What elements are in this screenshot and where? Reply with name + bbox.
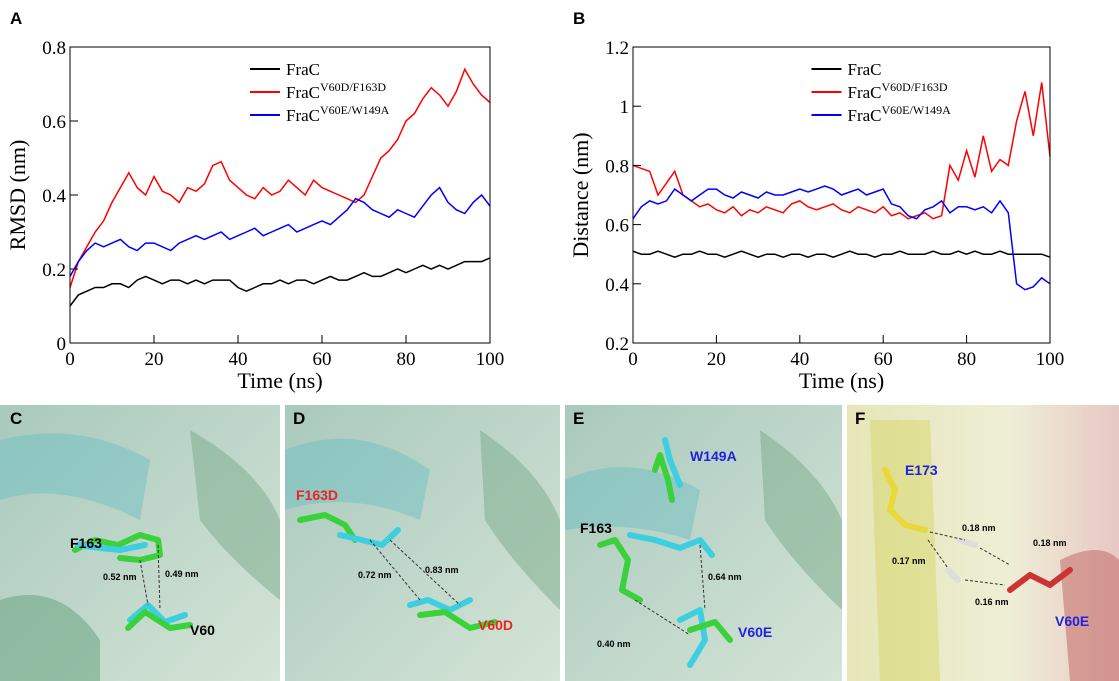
y-tick-label: 0.4 [42, 186, 66, 207]
y-tick-label: 0.6 [605, 216, 629, 237]
panel-label: C [10, 409, 22, 428]
panel-label: A [10, 9, 22, 28]
annotation: F163 [580, 520, 612, 536]
x-tick-label: 100 [476, 349, 505, 370]
y-axis-label: Distance (nm) [568, 132, 593, 257]
x-tick-label: 20 [145, 349, 164, 370]
annotation: 0.18 nm [1033, 538, 1067, 548]
annotation: V60 [190, 622, 215, 638]
annotation: V60E [1055, 613, 1089, 629]
annotation: V60E [738, 624, 772, 640]
legend-superscript: V60D/F163D [882, 80, 948, 94]
legend-label: FraCV60E/W149A [848, 103, 952, 125]
annotation: 0.18 nm [962, 523, 996, 533]
legend-label: FraCV60D/F163D [848, 80, 948, 102]
annotation: V60D [478, 617, 513, 633]
annotation: F163 [70, 535, 102, 551]
y-tick-label: 0.2 [42, 260, 66, 281]
chart: A 0 20 40 60 80 100 0 0.2 0.4 0.6 0.8 Time (ns) RMSD … [5, 9, 504, 393]
x-tick-label: 60 [874, 349, 893, 370]
line-series [632, 250, 1051, 258]
x-tick-label: 0 [65, 349, 75, 370]
annotation: F163D [296, 487, 338, 503]
annotation: 0.64 nm [708, 572, 742, 582]
x-tick-label: 0 [628, 349, 638, 370]
panel-d: D F163D 0.72 nm 0.83 nm V60D [285, 405, 560, 681]
legend-name: FraC [848, 106, 882, 125]
line-series [632, 185, 1051, 291]
x-tick-label: 40 [229, 349, 248, 370]
legend-label: FraC [848, 60, 882, 79]
panel-label: B [573, 9, 585, 28]
y-tick-label: 0.8 [605, 156, 629, 177]
annotation: W149A [690, 448, 737, 464]
y-tick-label: 0 [57, 334, 67, 355]
y-tick-label: 0.6 [42, 112, 66, 133]
x-tick-label: 20 [707, 349, 726, 370]
x-tick-label: 60 [313, 349, 332, 370]
y-tick-label: 0.4 [605, 275, 629, 296]
y-tick-label: 0.8 [42, 38, 66, 59]
x-tick-label: 80 [957, 349, 976, 370]
annotation: 0.40 nm [597, 639, 631, 649]
panel-label: D [293, 409, 305, 428]
legend-label: FraC [286, 60, 320, 79]
panel-c: C F163 0.52 nm 0.49 nm V60 [0, 405, 280, 681]
y-tick-label: 1.2 [605, 38, 629, 59]
annotation: 0.83 nm [425, 565, 459, 575]
legend-name: FraC [286, 83, 320, 102]
annotation: 0.72 nm [358, 570, 392, 580]
x-axis-label: Time (ns) [799, 368, 884, 393]
panel-f: F E173 0.18 nm 0.18 nm 0.17 nm 0.16 nm V… [847, 405, 1119, 681]
legend-name: FraC [848, 83, 882, 102]
legend-superscript: V60D/F163D [320, 80, 386, 94]
legend-label: FraCV60D/F163D [286, 80, 386, 102]
line-series [69, 67, 491, 288]
x-axis-label: Time (ns) [237, 368, 322, 393]
annotation: 0.52 nm [103, 572, 137, 582]
x-tick-label: 40 [790, 349, 809, 370]
line-series [69, 186, 491, 277]
y-axis-label: RMSD (nm) [5, 140, 30, 251]
line-series [632, 82, 1051, 220]
x-tick-label: 100 [1036, 349, 1065, 370]
panel-e: E W149A F163 0.64 nm 0.40 nm V60E [565, 405, 842, 681]
legend-name: FraC [286, 60, 320, 79]
legend-label: FraCV60E/W149A [286, 103, 390, 125]
chart: B 0 20 40 60 80 100 0.2 0.4 0.6 0.8 1 1.2 Time (ns) Di… [568, 9, 1064, 393]
panel-label: F [855, 409, 865, 428]
legend-name: FraC [848, 60, 882, 79]
x-tick-label: 80 [397, 349, 416, 370]
y-tick-label: 0.2 [605, 334, 629, 355]
annotation: 0.16 nm [975, 597, 1009, 607]
annotation: 0.17 nm [892, 556, 926, 566]
legend-name: FraC [286, 106, 320, 125]
legend-superscript: V60E/W149A [320, 103, 390, 117]
annotation: E173 [905, 462, 938, 478]
legend-superscript: V60E/W149A [882, 103, 952, 117]
plot-frame [632, 46, 1051, 344]
line-series [69, 257, 491, 307]
panel-label: E [573, 409, 584, 428]
y-tick-label: 1 [620, 97, 630, 118]
annotation: 0.49 nm [165, 569, 199, 579]
